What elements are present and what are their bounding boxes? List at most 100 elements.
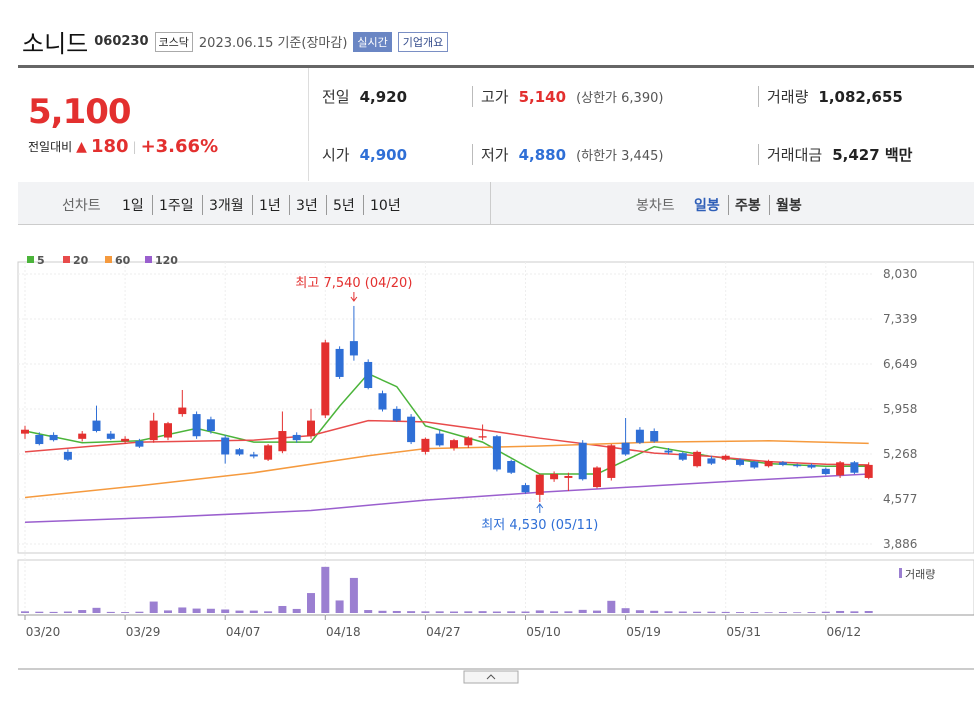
legend-swatch (105, 256, 112, 263)
volume-bar (349, 577, 358, 613)
candle-body (21, 429, 29, 434)
tab-bar: 선차트 봉차트 1일 1주일 3개월 1년 3년 5년 10년 일봉 주봉 월봉 (18, 182, 974, 225)
x-tick-label: 05/10 (526, 625, 561, 639)
x-tick-label: 04/18 (326, 625, 361, 639)
annotation: 최고 7,540 (04/20) (295, 276, 412, 291)
volume-bar (593, 610, 601, 613)
volume-swatch (899, 568, 902, 578)
candle-body (535, 474, 544, 495)
x-tick-label: 06/12 (827, 625, 862, 639)
candle-body (621, 442, 630, 455)
candle-chart-label: 봉차트 (636, 198, 675, 214)
period-tab[interactable]: 10년 (363, 195, 401, 215)
legend-label: 60 (115, 254, 131, 267)
period-tab[interactable]: 1년 (252, 195, 281, 215)
candle-body (221, 437, 230, 455)
candle-body (135, 440, 144, 447)
volume-bar (221, 609, 230, 613)
period-tab[interactable]: 3개월 (202, 195, 244, 215)
candle-body (507, 460, 516, 473)
y-tick-label: 5,958 (883, 402, 917, 416)
stock-name: 소니드 (22, 30, 89, 58)
candle-body (607, 445, 616, 478)
candle-tab[interactable]: 주봉 (728, 195, 761, 215)
candle-body (307, 420, 315, 437)
overview-button[interactable]: 기업개요 (397, 31, 449, 52)
volume-bar (307, 593, 315, 613)
plot-frame (17, 261, 974, 554)
candle-body (721, 455, 730, 460)
volume-bar (607, 600, 616, 613)
volume-bar (450, 611, 458, 613)
volume-bar (764, 612, 773, 613)
volume-bar (435, 611, 444, 613)
candle-body (521, 485, 530, 493)
candle-tab[interactable]: 월봉 (769, 195, 802, 215)
volume-bar (78, 610, 87, 613)
quote-cell: 전일 4,920 (322, 86, 407, 107)
candle-body (106, 433, 115, 439)
candle-body (78, 433, 87, 439)
volume-bar (564, 611, 573, 613)
period-tab[interactable]: 1주일 (152, 195, 194, 215)
annotation: 최저 4,530 (05/11) (481, 518, 598, 533)
legend-swatch (63, 256, 70, 263)
candle-body (192, 414, 201, 437)
volume-bar (49, 611, 58, 613)
volume-bar (678, 611, 687, 613)
volume-bar (492, 611, 501, 613)
y-tick-label: 8,030 (883, 267, 917, 281)
quote-cell: 거래대금 5,427 백만 (758, 144, 912, 165)
volume-bar (378, 610, 387, 613)
price: 5,100 (28, 92, 132, 132)
volume-bar (821, 611, 830, 613)
quote-note: (하한가 3,445) (576, 149, 664, 164)
volume-label: 거래량 (905, 568, 935, 581)
x-tick-label: 05/31 (726, 625, 761, 639)
candle-body (478, 436, 487, 438)
candle-body (49, 434, 58, 441)
volume-bar (135, 611, 144, 613)
x-tick-label: 03/29 (126, 625, 161, 639)
quote-label: 전일 (322, 88, 350, 106)
x-tick-label: 03/20 (26, 625, 61, 639)
volume-bar (92, 607, 101, 613)
volume-bar (650, 610, 659, 613)
period-tab[interactable]: 5년 (326, 195, 355, 215)
moving-average (24, 440, 869, 499)
market-tag: 코스닥 (154, 31, 193, 52)
legend-label: 5 (37, 254, 45, 267)
collapse-button[interactable] (463, 670, 519, 684)
quote-value: 4,920 (359, 88, 408, 106)
change-value: 180 (90, 136, 129, 157)
volume-bar (807, 612, 816, 613)
volume-bar (721, 611, 730, 613)
quote-cell: 시가 4,900 (322, 144, 407, 165)
volume-bar (464, 611, 473, 613)
line-chart-label: 선차트 (62, 198, 101, 214)
volume-frame (17, 559, 974, 616)
candle-body (249, 454, 258, 457)
candle-tab[interactable]: 일봉 (694, 198, 720, 214)
candle-body (178, 407, 187, 415)
candle-body (121, 438, 130, 442)
y-tick-label: 5,268 (883, 447, 917, 461)
quote-value: 4,900 (359, 146, 408, 164)
volume-bar (164, 610, 172, 613)
candle-body (149, 420, 158, 441)
candle-body (349, 341, 358, 356)
candle-body (578, 442, 587, 480)
candle-body (435, 433, 444, 446)
volume-bar (335, 600, 344, 613)
volume-bar (121, 612, 130, 613)
volume-bar (507, 611, 516, 613)
candle-body (850, 462, 859, 473)
period-tab[interactable]: 1일 (122, 198, 144, 214)
x-tick-label: 05/19 (626, 625, 661, 639)
candle-body (264, 445, 273, 460)
period-tab[interactable]: 3년 (289, 195, 318, 215)
candle-body (778, 462, 787, 465)
volume-bar (106, 611, 115, 613)
realtime-button[interactable]: 실시간 (353, 31, 392, 52)
